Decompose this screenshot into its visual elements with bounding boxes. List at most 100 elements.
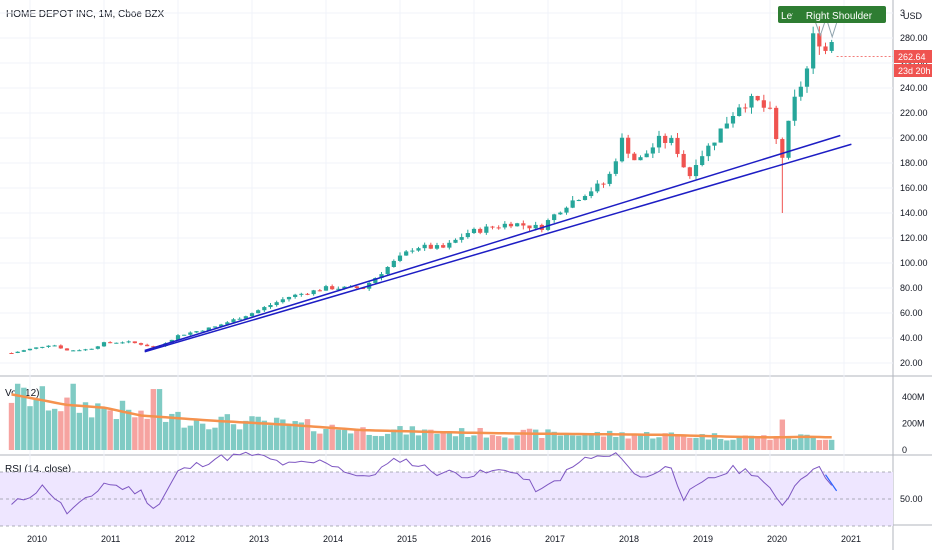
- candle: [379, 274, 384, 279]
- volume-bar: [483, 437, 490, 450]
- candle: [737, 107, 742, 117]
- candle: [687, 167, 692, 177]
- volume-bar: [551, 431, 557, 450]
- right-shoulder-annotation: Right Shoulder: [793, 6, 886, 23]
- volume-bar: [236, 429, 243, 450]
- candle: [206, 327, 211, 331]
- candle: [601, 183, 606, 185]
- candle: [360, 288, 366, 290]
- volume-bar: [310, 431, 317, 450]
- volume-bar: [144, 418, 150, 450]
- volume-bar: [785, 438, 792, 450]
- candle: [823, 46, 828, 51]
- candle: [274, 302, 279, 306]
- time-tick-label: 2012: [175, 534, 195, 544]
- candle: [286, 296, 292, 300]
- volume-bar: [261, 420, 268, 450]
- volume-bar: [391, 429, 397, 450]
- candle: [126, 341, 131, 343]
- candle: [34, 347, 39, 349]
- volume-bar: [267, 425, 274, 450]
- candle: [552, 214, 557, 221]
- volume-bar: [452, 436, 459, 450]
- candle: [354, 286, 359, 289]
- volume-bar: [409, 426, 416, 450]
- candle: [508, 223, 514, 227]
- candle: [249, 313, 255, 317]
- volume-bar: [631, 435, 638, 450]
- price-tick-label: 120.00: [900, 233, 928, 243]
- volume-bar: [705, 439, 712, 450]
- volume-bar: [791, 439, 798, 450]
- candle: [237, 318, 242, 320]
- currency-label: USD: [903, 11, 923, 21]
- rsi-line: [11, 451, 833, 515]
- volume-bar: [95, 403, 101, 450]
- volume-bars: [8, 383, 835, 450]
- candle: [256, 310, 261, 314]
- volume-ma-line: [11, 393, 832, 439]
- candle: [330, 286, 335, 290]
- volume-bar: [51, 408, 58, 450]
- candle: [101, 342, 107, 347]
- volume-bar: [323, 428, 329, 450]
- candle: [151, 346, 156, 348]
- time-tick-label: 2011: [101, 534, 120, 544]
- volume-bar: [465, 436, 471, 450]
- candle: [724, 123, 729, 129]
- candle: [336, 288, 341, 290]
- volume-bar: [162, 421, 169, 450]
- candle: [521, 223, 526, 226]
- volume-bar: [477, 427, 483, 450]
- candle: [545, 220, 551, 230]
- volume-bar: [761, 435, 767, 450]
- price-tick-label: 40.00: [900, 333, 923, 343]
- volume-bar: [187, 425, 194, 450]
- volume-bar: [767, 439, 773, 450]
- left-shoulder-label: Lef: [781, 11, 795, 22]
- volume-bar: [458, 428, 465, 450]
- candle: [416, 248, 421, 251]
- countdown-badge: 23d 20h: [894, 64, 932, 77]
- volume-bar: [138, 410, 144, 450]
- rsi-axis-ticks: 50.00: [900, 494, 923, 504]
- volume-bar: [434, 433, 440, 450]
- candle: [385, 266, 390, 275]
- candle: [681, 153, 686, 168]
- time-axis-ticks: 2010 2011 2012 2013 2014 2015 2016 2017 2018 2019…: [27, 534, 861, 544]
- time-tick-label: 2014: [323, 534, 343, 544]
- price-tick-label: 280.00: [900, 33, 928, 43]
- volume-bar: [292, 421, 298, 450]
- candle: [755, 95, 760, 101]
- candle: [619, 137, 625, 162]
- volume-bar: [816, 440, 823, 450]
- rsi-divergence-arrow: [825, 474, 838, 492]
- candle: [95, 346, 100, 349]
- candle: [669, 137, 674, 143]
- candle: [743, 107, 748, 109]
- volume-bar: [119, 400, 126, 450]
- candle: [558, 212, 563, 215]
- volume-bar: [526, 428, 533, 450]
- volume-bar: [693, 437, 699, 450]
- candle: [490, 226, 495, 228]
- volume-bar: [317, 433, 323, 450]
- candle: [582, 196, 588, 201]
- candle: [471, 228, 477, 234]
- volume-bar: [230, 424, 237, 450]
- volume-bar: [415, 435, 422, 450]
- volume-bar: [304, 419, 311, 450]
- price-badge: 262.64: [894, 50, 932, 63]
- volume-bar: [8, 402, 15, 450]
- volume-bar: [88, 417, 95, 450]
- volume-bar: [532, 429, 539, 450]
- candle: [650, 147, 655, 154]
- volume-bar: [372, 435, 379, 450]
- candle: [459, 237, 464, 240]
- price-tick-label: 200.00: [900, 133, 928, 143]
- volume-bar: [360, 427, 366, 450]
- price-tick-label: 140.00: [900, 208, 928, 218]
- candle: [496, 227, 501, 229]
